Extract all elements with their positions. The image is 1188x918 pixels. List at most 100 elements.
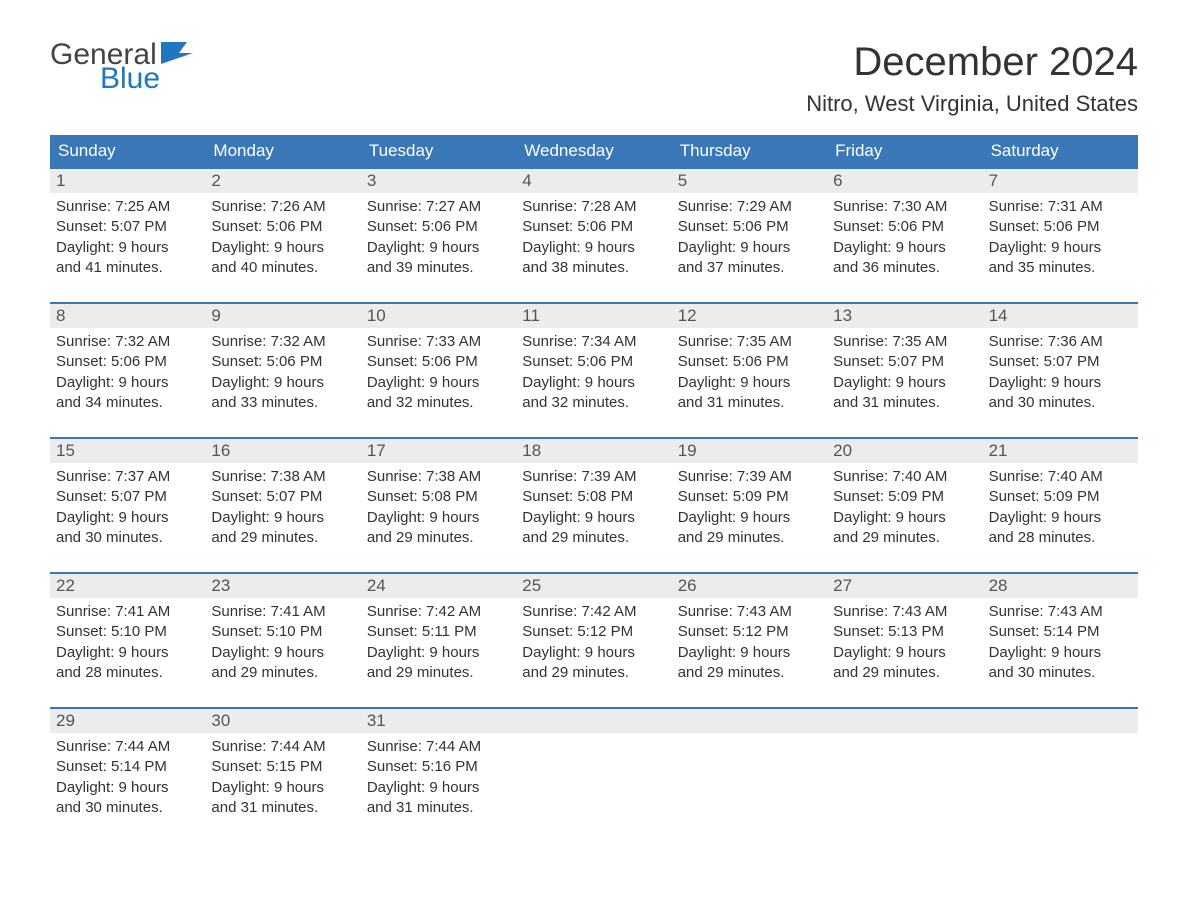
day-cell <box>516 733 671 824</box>
sunrise-text: Sunrise: 7:40 AM <box>989 467 1132 487</box>
sunset-text: Sunset: 5:06 PM <box>989 217 1132 237</box>
day-number: 20 <box>827 439 982 463</box>
day-number: 13 <box>827 304 982 328</box>
daylight-text: Daylight: 9 hours <box>989 373 1132 393</box>
sunrise-text: Sunrise: 7:44 AM <box>211 737 354 757</box>
day-number <box>827 709 982 733</box>
day-cell: Sunrise: 7:38 AMSunset: 5:07 PMDaylight:… <box>205 463 360 554</box>
day-number: 14 <box>983 304 1138 328</box>
sunset-text: Sunset: 5:16 PM <box>367 757 510 777</box>
daylight-text: Daylight: 9 hours <box>989 508 1132 528</box>
day-number: 28 <box>983 574 1138 598</box>
daylight-text: Daylight: 9 hours <box>989 643 1132 663</box>
daylight-text: Daylight: 9 hours <box>56 508 199 528</box>
day-cell: Sunrise: 7:37 AMSunset: 5:07 PMDaylight:… <box>50 463 205 554</box>
daylight-text: and 30 minutes. <box>56 528 199 548</box>
day-number-row: 15161718192021 <box>50 439 1138 463</box>
day-cell: Sunrise: 7:44 AMSunset: 5:16 PMDaylight:… <box>361 733 516 824</box>
sunrise-text: Sunrise: 7:35 AM <box>833 332 976 352</box>
day-number: 15 <box>50 439 205 463</box>
sunset-text: Sunset: 5:07 PM <box>211 487 354 507</box>
sunset-text: Sunset: 5:12 PM <box>678 622 821 642</box>
day-number: 21 <box>983 439 1138 463</box>
day-number: 27 <box>827 574 982 598</box>
sunrise-text: Sunrise: 7:33 AM <box>367 332 510 352</box>
daylight-text: and 29 minutes. <box>367 663 510 683</box>
day-cell <box>983 733 1138 824</box>
daylight-text: Daylight: 9 hours <box>678 508 821 528</box>
day-number <box>516 709 671 733</box>
sunrise-text: Sunrise: 7:43 AM <box>989 602 1132 622</box>
day-number-row: 1234567 <box>50 169 1138 193</box>
sunset-text: Sunset: 5:06 PM <box>678 217 821 237</box>
day-number: 24 <box>361 574 516 598</box>
weekday-header-row: SundayMondayTuesdayWednesdayThursdayFrid… <box>50 135 1138 167</box>
sunrise-text: Sunrise: 7:41 AM <box>56 602 199 622</box>
daylight-text: Daylight: 9 hours <box>56 238 199 258</box>
sunset-text: Sunset: 5:06 PM <box>522 217 665 237</box>
daylight-text: and 38 minutes. <box>522 258 665 278</box>
day-cell: Sunrise: 7:44 AMSunset: 5:14 PMDaylight:… <box>50 733 205 824</box>
page-title: December 2024 <box>806 40 1138 85</box>
daylight-text: Daylight: 9 hours <box>989 238 1132 258</box>
sunset-text: Sunset: 5:08 PM <box>522 487 665 507</box>
day-cell: Sunrise: 7:41 AMSunset: 5:10 PMDaylight:… <box>50 598 205 689</box>
sunset-text: Sunset: 5:06 PM <box>833 217 976 237</box>
sunrise-text: Sunrise: 7:37 AM <box>56 467 199 487</box>
day-number: 4 <box>516 169 671 193</box>
daylight-text: and 32 minutes. <box>367 393 510 413</box>
calendar-week: 1234567Sunrise: 7:25 AMSunset: 5:07 PMDa… <box>50 167 1138 284</box>
day-cell: Sunrise: 7:29 AMSunset: 5:06 PMDaylight:… <box>672 193 827 284</box>
daylight-text: and 28 minutes. <box>56 663 199 683</box>
sunrise-text: Sunrise: 7:38 AM <box>211 467 354 487</box>
daylight-text: and 28 minutes. <box>989 528 1132 548</box>
daylight-text: Daylight: 9 hours <box>678 238 821 258</box>
day-cell: Sunrise: 7:42 AMSunset: 5:12 PMDaylight:… <box>516 598 671 689</box>
sunrise-text: Sunrise: 7:35 AM <box>678 332 821 352</box>
day-cell: Sunrise: 7:32 AMSunset: 5:06 PMDaylight:… <box>205 328 360 419</box>
daylight-text: and 33 minutes. <box>211 393 354 413</box>
weekday-header: Monday <box>205 135 360 167</box>
sunrise-text: Sunrise: 7:41 AM <box>211 602 354 622</box>
sunset-text: Sunset: 5:06 PM <box>211 217 354 237</box>
day-cell <box>672 733 827 824</box>
day-cell: Sunrise: 7:38 AMSunset: 5:08 PMDaylight:… <box>361 463 516 554</box>
sunset-text: Sunset: 5:12 PM <box>522 622 665 642</box>
daylight-text: Daylight: 9 hours <box>211 508 354 528</box>
daylight-text: and 29 minutes. <box>678 663 821 683</box>
sunset-text: Sunset: 5:15 PM <box>211 757 354 777</box>
day-number: 5 <box>672 169 827 193</box>
sunset-text: Sunset: 5:08 PM <box>367 487 510 507</box>
weekday-header: Saturday <box>983 135 1138 167</box>
sunrise-text: Sunrise: 7:31 AM <box>989 197 1132 217</box>
calendar: SundayMondayTuesdayWednesdayThursdayFrid… <box>50 135 1138 824</box>
sunrise-text: Sunrise: 7:43 AM <box>678 602 821 622</box>
daylight-text: and 29 minutes. <box>833 528 976 548</box>
day-cell: Sunrise: 7:42 AMSunset: 5:11 PMDaylight:… <box>361 598 516 689</box>
sunrise-text: Sunrise: 7:39 AM <box>678 467 821 487</box>
sunrise-text: Sunrise: 7:44 AM <box>367 737 510 757</box>
day-number: 2 <box>205 169 360 193</box>
daylight-text: and 29 minutes. <box>367 528 510 548</box>
sunrise-text: Sunrise: 7:32 AM <box>56 332 199 352</box>
day-cell: Sunrise: 7:36 AMSunset: 5:07 PMDaylight:… <box>983 328 1138 419</box>
daylight-text: and 30 minutes. <box>989 393 1132 413</box>
day-number: 25 <box>516 574 671 598</box>
sunrise-text: Sunrise: 7:42 AM <box>522 602 665 622</box>
sunrise-text: Sunrise: 7:44 AM <box>56 737 199 757</box>
daylight-text: and 31 minutes. <box>211 798 354 818</box>
weekday-header: Thursday <box>672 135 827 167</box>
sunset-text: Sunset: 5:14 PM <box>56 757 199 777</box>
daylight-text: and 35 minutes. <box>989 258 1132 278</box>
day-cell: Sunrise: 7:35 AMSunset: 5:07 PMDaylight:… <box>827 328 982 419</box>
day-cell: Sunrise: 7:27 AMSunset: 5:06 PMDaylight:… <box>361 193 516 284</box>
sunset-text: Sunset: 5:09 PM <box>678 487 821 507</box>
calendar-week: 15161718192021Sunrise: 7:37 AMSunset: 5:… <box>50 437 1138 554</box>
sunrise-text: Sunrise: 7:38 AM <box>367 467 510 487</box>
daylight-text: Daylight: 9 hours <box>522 373 665 393</box>
sunset-text: Sunset: 5:07 PM <box>989 352 1132 372</box>
daylight-text: and 32 minutes. <box>522 393 665 413</box>
day-cell: Sunrise: 7:34 AMSunset: 5:06 PMDaylight:… <box>516 328 671 419</box>
sunrise-text: Sunrise: 7:34 AM <box>522 332 665 352</box>
day-number: 30 <box>205 709 360 733</box>
